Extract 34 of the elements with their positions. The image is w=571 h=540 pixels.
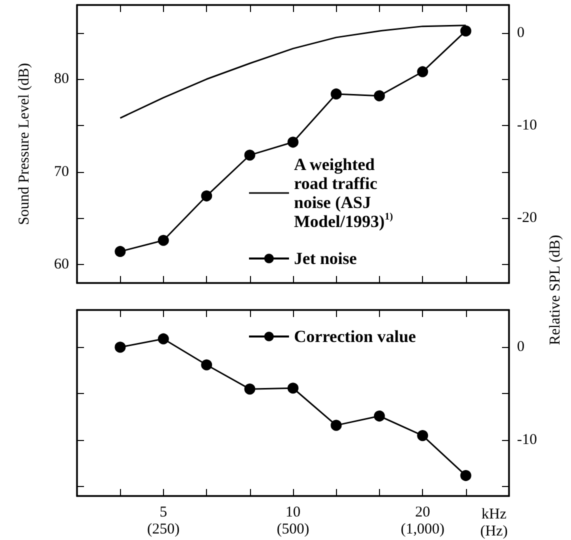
point (417, 66, 428, 78)
y2-axis-title: Relative SPL (dB) (548, 234, 564, 346)
x-axis-title: kHz (Hz) (480, 506, 508, 540)
legend-label: Jet noise (294, 249, 358, 268)
point (201, 190, 212, 202)
y-tick-label: 60 (54, 256, 69, 272)
x-tick-label: 10 (500) (276, 504, 310, 538)
point (158, 234, 169, 246)
y-axis-title: Sound Pressure Level (dB) (16, 62, 32, 226)
point (244, 384, 256, 395)
x-tick-label: 5 (250) (147, 504, 180, 538)
point (244, 150, 256, 161)
point (288, 136, 298, 148)
x-tick-label: 20 (1,000) (400, 504, 444, 538)
point (417, 430, 428, 442)
legend-label: Correction value (294, 327, 416, 346)
point (374, 90, 385, 102)
point (201, 359, 212, 370)
point (158, 333, 169, 344)
point (460, 470, 472, 482)
point (460, 25, 472, 36)
y2-tick-label: -10 (517, 117, 537, 134)
point (288, 382, 298, 394)
y2-tick-label: -10 (517, 432, 537, 448)
point (330, 88, 342, 100)
point (114, 342, 126, 353)
point (374, 410, 385, 422)
y-tick-label: 70 (54, 164, 69, 180)
y2-tick-label: 0 (517, 339, 524, 356)
point (330, 420, 342, 431)
y2-tick-label: 0 (517, 24, 524, 41)
y2-tick-label: -20 (517, 210, 537, 226)
y-tick-label: 80 (54, 71, 69, 88)
point (114, 246, 126, 257)
